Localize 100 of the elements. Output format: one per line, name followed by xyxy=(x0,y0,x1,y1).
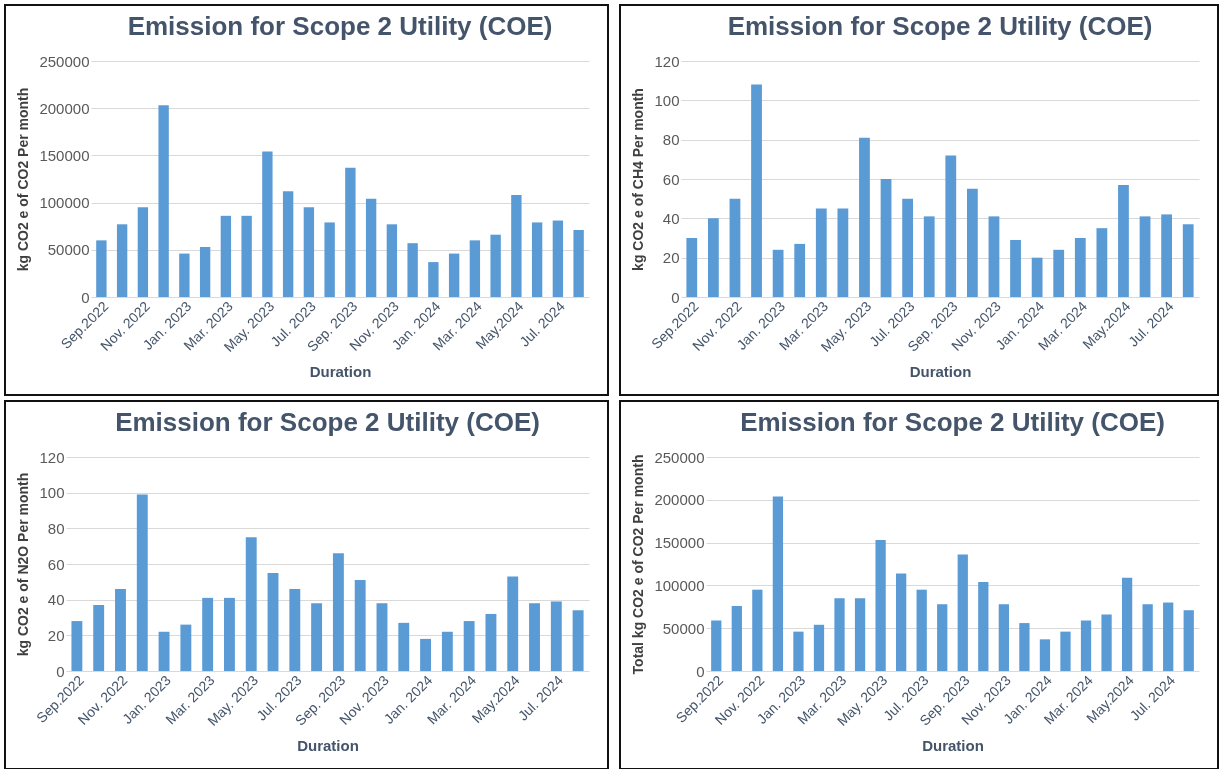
bar xyxy=(1039,639,1051,671)
bar xyxy=(282,191,294,297)
bar xyxy=(896,573,907,671)
bar xyxy=(572,610,584,671)
y-tick-label: 200000 xyxy=(654,491,705,509)
bar xyxy=(550,601,562,671)
y-tick-label: 80 xyxy=(662,131,680,149)
y-axis-title: Total kg CO2 e of CO2 Per month xyxy=(630,454,647,675)
bar xyxy=(752,589,763,671)
bar xyxy=(1161,214,1173,297)
bar xyxy=(1163,602,1174,671)
y-axis-title: kg CO2 e of CO2 Per month xyxy=(15,87,32,272)
y-tick-label: 100 xyxy=(39,484,65,502)
bar xyxy=(1139,216,1151,297)
bar xyxy=(875,540,886,671)
x-axis-title: Duration xyxy=(297,736,359,754)
bar xyxy=(420,638,432,671)
y-tick-label: 20 xyxy=(47,626,65,644)
bar xyxy=(793,631,804,671)
bar xyxy=(772,249,784,297)
y-tick-label: 120 xyxy=(654,52,680,70)
bar xyxy=(93,605,105,671)
bar xyxy=(729,198,741,297)
bar xyxy=(137,207,149,297)
chart-title: Emission for Scope 2 Utility (COE) xyxy=(727,11,1153,41)
chart-title: Emission for Scope 2 Utility (COE) xyxy=(127,11,553,41)
bar xyxy=(507,576,519,671)
bar xyxy=(220,215,232,297)
bar xyxy=(1096,228,1108,297)
y-tick-label: 50000 xyxy=(662,619,705,637)
bar xyxy=(158,631,170,671)
bar xyxy=(115,588,126,671)
bar xyxy=(386,224,398,297)
bar xyxy=(837,208,849,297)
bar xyxy=(324,222,335,297)
bar xyxy=(859,137,870,297)
bar xyxy=(116,224,128,297)
bar xyxy=(1142,604,1153,671)
bar xyxy=(834,598,845,671)
bar xyxy=(289,588,301,671)
bar xyxy=(365,198,377,297)
bar xyxy=(1010,239,1021,297)
bar xyxy=(199,246,211,297)
y-tick-label: 40 xyxy=(47,591,65,609)
bar xyxy=(1019,623,1030,671)
bar xyxy=(1121,577,1133,671)
y-tick-label: 0 xyxy=(56,662,65,680)
bar xyxy=(179,253,190,297)
y-tick-label: 120 xyxy=(39,448,65,466)
bar xyxy=(407,243,418,297)
bar xyxy=(916,589,927,671)
bar xyxy=(1080,620,1092,671)
bar xyxy=(552,220,564,297)
bar xyxy=(223,597,235,671)
bar xyxy=(957,554,968,671)
bar xyxy=(731,605,742,671)
y-tick-label: 250000 xyxy=(654,448,705,466)
bar xyxy=(978,581,989,671)
y-tick-label: 100 xyxy=(654,91,680,109)
bar xyxy=(485,613,497,671)
bar xyxy=(1183,610,1194,671)
bar xyxy=(1101,614,1112,671)
bar xyxy=(441,631,453,671)
bar xyxy=(354,580,366,671)
y-tick-label: 60 xyxy=(47,555,65,573)
bar xyxy=(854,598,866,671)
bar xyxy=(711,620,722,671)
y-tick-label: 50000 xyxy=(47,241,90,259)
chart-title: Emission for Scope 2 Utility (COE) xyxy=(740,407,1165,437)
bar xyxy=(751,84,762,297)
y-tick-label: 100000 xyxy=(654,576,705,594)
bar xyxy=(772,496,784,671)
bar xyxy=(902,198,914,297)
bar xyxy=(573,229,584,297)
bar xyxy=(245,537,257,671)
x-axis-title: Duration xyxy=(909,362,972,380)
bar xyxy=(267,572,279,671)
bar xyxy=(1053,249,1065,297)
bar xyxy=(707,218,719,297)
bar xyxy=(71,621,83,671)
y-axis-title: kg CO2 e of N2O Per month xyxy=(15,472,32,657)
bar xyxy=(1074,238,1086,297)
bar xyxy=(180,624,192,671)
y-tick-label: 80 xyxy=(47,519,65,537)
y-tick-label: 250000 xyxy=(39,52,90,70)
bar xyxy=(376,603,388,671)
bar xyxy=(531,222,543,297)
bar xyxy=(923,216,935,297)
bar xyxy=(945,155,957,297)
bar xyxy=(469,240,481,297)
bar xyxy=(966,188,978,297)
bar xyxy=(1060,631,1071,671)
bar xyxy=(202,597,214,671)
y-tick-label: 200000 xyxy=(39,99,90,117)
bar xyxy=(815,208,827,297)
y-tick-label: 0 xyxy=(671,288,680,306)
bar xyxy=(311,603,323,671)
bar xyxy=(1182,224,1194,297)
y-tick-label: 150000 xyxy=(39,146,90,164)
y-tick-label: 0 xyxy=(81,288,90,306)
